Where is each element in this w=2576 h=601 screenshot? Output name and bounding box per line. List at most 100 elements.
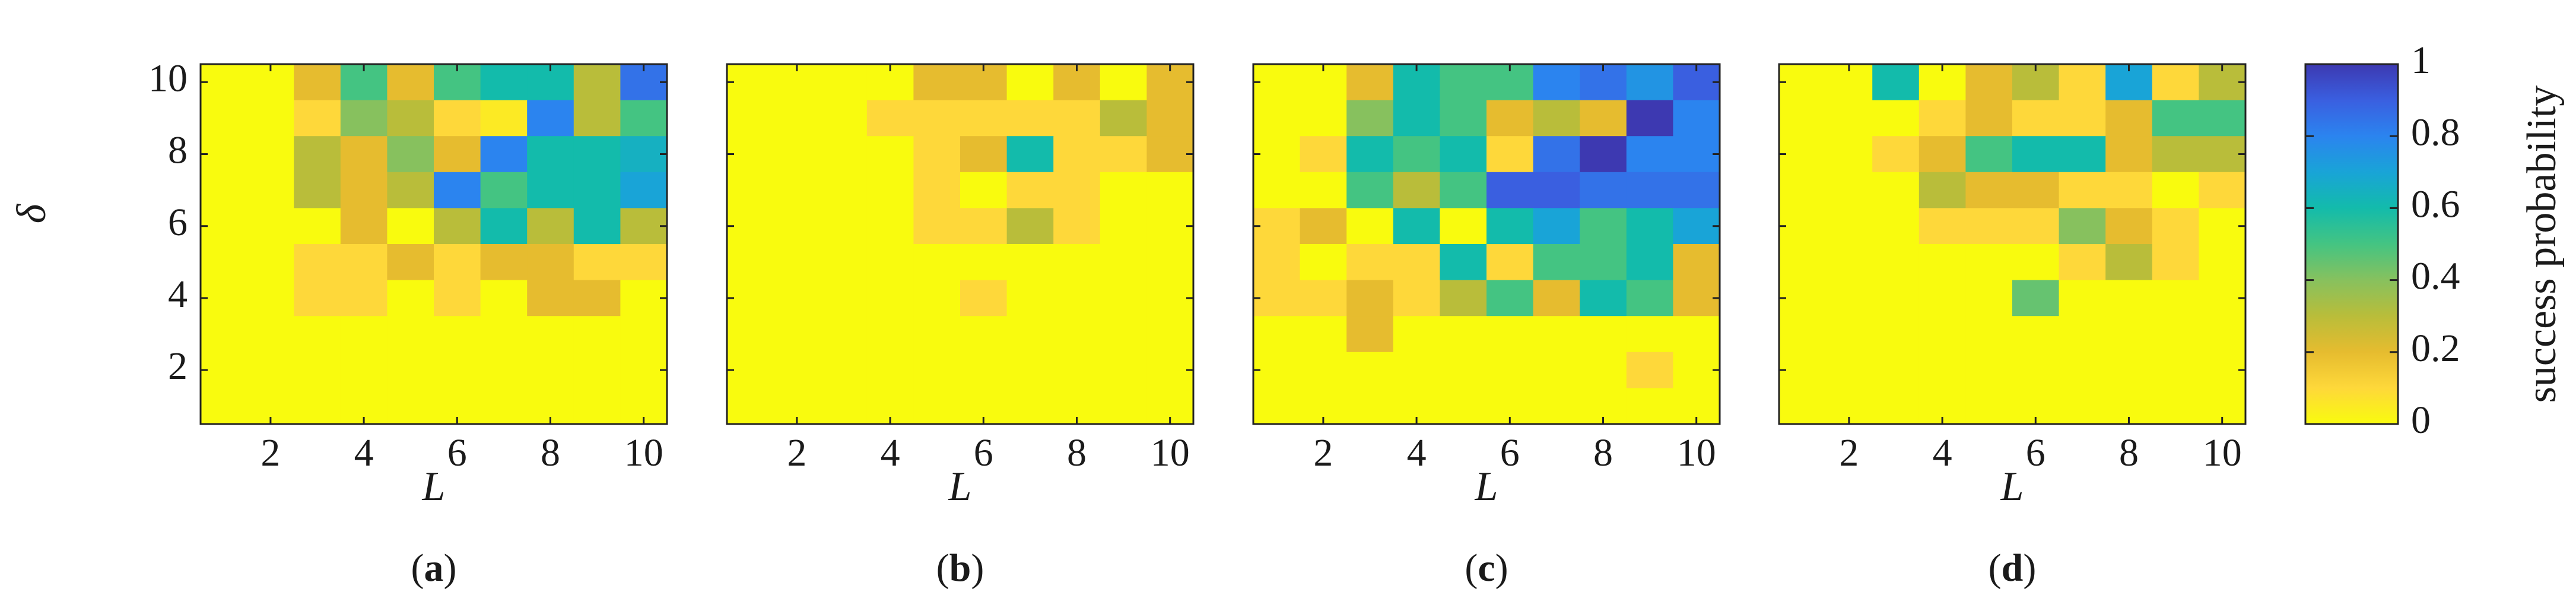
heatmap-cell — [2105, 172, 2153, 208]
heatmap-cell — [820, 352, 868, 388]
heatmap-cell — [727, 100, 774, 137]
panel-label: (c) — [1465, 546, 1508, 590]
heatmap-cell — [913, 100, 961, 137]
heatmap-cell — [913, 280, 961, 317]
heatmap-cell — [1440, 316, 1487, 353]
colorbar-tick-label: 0.8 — [2411, 110, 2460, 154]
heatmap-cell — [820, 136, 868, 173]
colorbar-tick-label: 0 — [2411, 398, 2431, 442]
heatmap-cell — [866, 172, 914, 208]
heatmap-cell — [727, 244, 774, 281]
heatmap-cell — [294, 388, 341, 425]
heatmap-cell — [866, 280, 914, 317]
heatmap-cell — [1965, 280, 2013, 317]
heatmap-cell — [1146, 244, 1194, 281]
heatmap-cell — [1006, 316, 1054, 353]
heatmap-cell — [434, 280, 481, 317]
heatmap-panel-c: 2 4 6 8 10 L (c) — [1252, 63, 1721, 590]
heatmap-cell — [480, 352, 528, 388]
heatmap-cell — [1486, 352, 1534, 388]
heatmap-cell — [1779, 316, 1827, 353]
heatmap-cell — [1533, 208, 1580, 245]
heatmap-cell — [1053, 136, 1101, 173]
heatmap-cell — [1533, 316, 1580, 353]
heatmap-cell — [866, 352, 914, 388]
x-tick-label: 4 — [354, 431, 374, 475]
heatmap-cell — [1918, 136, 1966, 173]
heatmap-cell — [2012, 352, 2060, 388]
heatmap-cell — [1673, 352, 1720, 388]
heatmap-cell — [340, 316, 387, 353]
heatmap-panel-a: 2 4 6 8 10 2 4 6 8 10 Lδ (a) — [9, 56, 668, 590]
heatmap-cell — [1965, 352, 2013, 388]
x-tick-label: 2 — [1313, 431, 1333, 475]
heatmap-cell — [573, 244, 621, 281]
heatmap-cell — [2012, 100, 2060, 137]
plot-frame — [1252, 63, 1721, 425]
heatmap-cell — [1626, 208, 1673, 245]
heatmap-cell — [480, 172, 528, 208]
heatmap-cell — [480, 316, 528, 353]
heatmap-cell — [294, 352, 341, 388]
heatmap-cell — [2059, 100, 2106, 137]
heatmap-cell — [1965, 316, 2013, 353]
heatmap-cell — [1825, 136, 1873, 173]
x-tick-label: 8 — [2119, 431, 2139, 475]
heatmap-cell — [1053, 352, 1101, 388]
heatmap-cell — [573, 388, 621, 425]
heatmap-cell — [1253, 100, 1301, 137]
heatmap-cell — [2199, 316, 2246, 353]
heatmap-cell — [960, 100, 1008, 137]
heatmap-cell — [820, 244, 868, 281]
heatmap-cell — [1918, 172, 1966, 208]
heatmap-cell — [1053, 208, 1101, 245]
heatmap-cell — [201, 352, 248, 388]
heatmap-cell — [387, 136, 434, 173]
heatmap-cell — [1253, 352, 1301, 388]
heatmap-cell — [247, 316, 294, 353]
heatmap-cell — [2152, 100, 2199, 137]
heatmap-cell — [2152, 208, 2199, 245]
heatmap-cell — [1053, 244, 1101, 281]
heatmap-cell — [1346, 208, 1394, 245]
heatmap-cell — [294, 208, 341, 245]
heatmap-cell — [1533, 100, 1580, 137]
heatmap-cell — [1393, 136, 1440, 173]
heatmap-cell — [1779, 172, 1827, 208]
heatmap-cell — [1626, 244, 1673, 281]
heatmap-cell — [2012, 136, 2060, 173]
heatmap-cell — [727, 64, 774, 101]
heatmap-cell — [247, 352, 294, 388]
heatmap-cell — [527, 208, 574, 245]
heatmap-cell — [201, 280, 248, 317]
heatmap-cell — [201, 136, 248, 173]
heatmap-cell — [1300, 280, 1347, 317]
heatmap-cell — [1300, 172, 1347, 208]
heatmap-cell — [960, 352, 1008, 388]
heatmap-cell — [527, 352, 574, 388]
heatmap-cell — [1440, 352, 1487, 388]
heatmap-cell — [1253, 280, 1301, 317]
heatmap-cell — [2105, 208, 2153, 245]
colorbar: 0 0.2 0.4 0.6 0.8 1 success probability — [2304, 39, 2565, 442]
heatmap-cell — [727, 208, 774, 245]
heatmap-cell — [1918, 352, 1966, 388]
plot-frame — [726, 63, 1195, 425]
heatmap-cell — [2012, 316, 2060, 353]
plot-frame — [1778, 63, 2247, 425]
heatmap-cell — [2152, 388, 2199, 425]
heatmap-cell — [1100, 208, 1147, 245]
heatmap-cell — [1872, 244, 1920, 281]
heatmap-cell — [1486, 208, 1534, 245]
panel-label: (a) — [411, 546, 457, 590]
heatmap-cell — [1440, 136, 1487, 173]
heatmap-cell — [1626, 136, 1673, 173]
heatmap-cell — [913, 388, 961, 425]
heatmap-cell — [1253, 64, 1301, 101]
heatmap-cell — [201, 244, 248, 281]
heatmap-cell — [727, 280, 774, 317]
heatmap-cell — [1533, 172, 1580, 208]
heatmap-cell — [573, 352, 621, 388]
x-tick-label: 4 — [881, 431, 900, 475]
heatmap-cell — [1779, 64, 1827, 101]
